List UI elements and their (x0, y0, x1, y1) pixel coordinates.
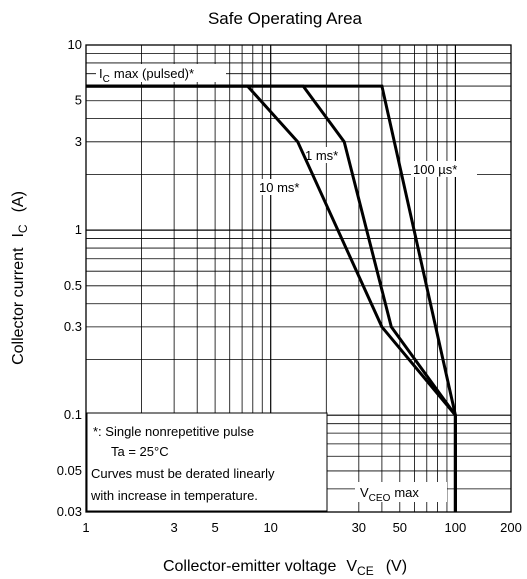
label-background (411, 161, 477, 177)
x-tick-labels: 1 3 5 10 30 50 100 200 (82, 520, 521, 535)
x-axis-label: Collector-emitter voltage VCE (V) (163, 558, 407, 578)
x-axis-main: Collector-emitter voltage (163, 558, 337, 575)
label-background (257, 179, 311, 195)
note-line-2: Ta = 25°C (111, 444, 169, 459)
y-tick-label: 1 (75, 222, 82, 237)
ic-max-text: max (pulsed)* (114, 66, 194, 81)
vceo-text: max (394, 485, 419, 500)
y-axis-unit: (A) (10, 191, 27, 212)
vceo-max-label: VCEO max (360, 485, 419, 504)
ic-max-label: IC max (pulsed)* (99, 66, 194, 85)
x-tick-label: 1 (82, 520, 89, 535)
vceo-symbol: V (360, 485, 369, 500)
plot-frame (85, 44, 512, 513)
y-tick-label: 10 (68, 37, 82, 52)
ic-max-symbol: I (99, 66, 103, 81)
y-tick-label: 0.3 (64, 319, 82, 334)
label-background (355, 482, 447, 502)
y-tick-label: 5 (75, 93, 82, 108)
x-tick-label: 100 (445, 520, 467, 535)
note-box: *: Single nonrepetitive pulse Ta = 25°C … (86, 412, 328, 512)
note-line-4: with increase in temperature. (90, 488, 258, 503)
x-tick-label: 3 (171, 520, 178, 535)
y-axis-main: Collector current (10, 247, 27, 365)
label-100us: 100 µs* (413, 162, 457, 177)
x-tick-label: 10 (263, 520, 277, 535)
soa-curves (86, 84, 457, 512)
ic-max-subscript: C (103, 74, 110, 85)
label-1ms: 1 ms* (305, 148, 338, 163)
label-10ms: 10 ms* (259, 180, 299, 195)
y-axis-label: Collector current IC (A) (10, 191, 30, 365)
x-axis-unit: (V) (386, 558, 407, 575)
x-tick-label: 30 (352, 520, 366, 535)
y-tick-label: 0.5 (64, 278, 82, 293)
y-tick-label: 0.05 (57, 463, 82, 478)
y-axis-symbol: I (10, 233, 27, 237)
x-tick-label: 5 (211, 520, 218, 535)
y-tick-label: 0.1 (64, 407, 82, 422)
y-tick-label: 3 (75, 134, 82, 149)
x-tick-label: 200 (500, 520, 522, 535)
note-line-1: *: Single nonrepetitive pulse (93, 424, 254, 439)
label-background (96, 64, 226, 82)
y-tick-label: 0.03 (57, 504, 82, 519)
y-tick-labels: 0.03 0.05 0.1 0.3 0.5 1 3 5 10 (57, 37, 82, 519)
x-axis-subscript: CE (357, 564, 374, 578)
x-axis-symbol: V (346, 558, 357, 575)
x-tick-label: 50 (393, 520, 407, 535)
label-background (303, 147, 349, 163)
vceo-subscript: CEO (369, 493, 391, 504)
chart-title: Safe Operating Area (208, 9, 363, 28)
soa-curve-line (86, 84, 457, 512)
label-backgrounds (96, 64, 477, 502)
note-line-3: Curves must be derated linearly (91, 466, 275, 481)
y-axis-subscript: C (16, 224, 30, 233)
